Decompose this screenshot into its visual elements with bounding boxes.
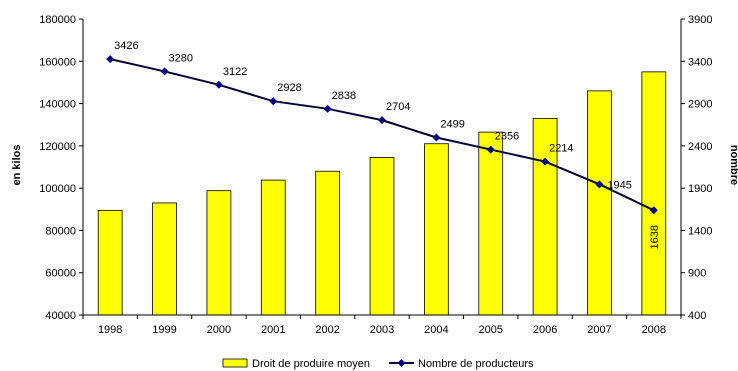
x-tick-label: 2003 xyxy=(370,324,394,336)
left-tick-label: 140000 xyxy=(39,99,76,111)
right-tick-label: 2400 xyxy=(688,141,712,153)
bar-2001 xyxy=(260,179,286,316)
right-tick-label: 1900 xyxy=(688,183,712,195)
bar-2004 xyxy=(423,143,449,316)
legend-line-marker xyxy=(397,359,406,367)
legend-line-label: Nombre de producteurs xyxy=(418,358,534,370)
point-2008 xyxy=(649,206,658,215)
right-tick-label: 1400 xyxy=(688,225,712,237)
right-tick-label: 2900 xyxy=(688,99,712,111)
right-axis-title: nombre xyxy=(728,145,738,185)
left-tick-label: 60000 xyxy=(45,268,76,280)
point-2001 xyxy=(269,97,278,106)
line-series xyxy=(106,55,658,215)
data-label-1998: 3426 xyxy=(114,40,138,52)
left-axis-title: en kilos xyxy=(11,145,23,186)
x-tick-label: 2004 xyxy=(424,324,448,336)
bar-1998 xyxy=(97,209,123,316)
x-tick-label: 1999 xyxy=(152,324,176,336)
legend-bar-label: Droit de produire moyen xyxy=(252,358,370,370)
left-axis-ticks: 40000 60000 80000 100000 120000 140000 160000 1… xyxy=(39,14,83,322)
point-2002 xyxy=(323,104,332,113)
x-tick-label: 2005 xyxy=(478,324,502,336)
point-1998 xyxy=(106,55,115,64)
x-tick-label: 2001 xyxy=(261,324,285,336)
line-data-labels: 3426 3280 3122 2928 2838 2704 2499 2356 2214 1945… xyxy=(114,40,661,249)
x-tick-label: 2000 xyxy=(207,324,231,336)
bar-2003 xyxy=(369,157,395,316)
data-label-2007: 1945 xyxy=(607,179,631,191)
x-axis-ticks: 1998 1999 2000 2001 2002 2003 2004 2005 2006 2007… xyxy=(82,315,682,336)
data-label-2006: 2214 xyxy=(549,143,573,155)
bar-2000 xyxy=(206,190,232,316)
right-tick-label: 3400 xyxy=(688,56,712,68)
x-tick-label: 2006 xyxy=(533,324,557,336)
x-tick-label: 2008 xyxy=(642,324,666,336)
bar-2007 xyxy=(587,90,612,316)
data-label-2004: 2499 xyxy=(440,118,464,130)
data-label-2008: 1638 xyxy=(649,225,661,249)
right-tick-label: 400 xyxy=(688,310,706,322)
left-tick-label: 100000 xyxy=(39,183,76,195)
x-tick-label: 2002 xyxy=(315,324,339,336)
point-2000 xyxy=(214,80,223,89)
legend-bar-swatch xyxy=(222,358,248,368)
bar-2005 xyxy=(478,131,504,316)
data-label-1999: 3280 xyxy=(169,52,193,64)
legend: Droit de produire moyen Nombre de produc… xyxy=(222,358,534,370)
point-1999 xyxy=(160,67,169,76)
x-tick-label: 2007 xyxy=(587,324,611,336)
x-tick-label: 1998 xyxy=(98,324,122,336)
point-2003 xyxy=(378,116,386,125)
point-2004 xyxy=(432,133,441,142)
left-tick-label: 80000 xyxy=(45,225,76,237)
point-2005 xyxy=(486,145,495,154)
right-axis-ticks: 400 900 1400 1900 2400 2900 3400 3900 xyxy=(681,14,712,322)
bar-1999 xyxy=(152,202,177,316)
bar-2008 xyxy=(641,71,667,316)
left-tick-label: 180000 xyxy=(39,14,76,26)
right-tick-label: 900 xyxy=(688,268,706,280)
data-label-2001: 2928 xyxy=(277,82,301,94)
left-tick-label: 120000 xyxy=(39,141,76,153)
bar-2002 xyxy=(315,170,340,316)
point-2007 xyxy=(595,180,604,189)
axes xyxy=(82,19,682,316)
data-label-2000: 3122 xyxy=(223,66,247,78)
right-tick-label: 3900 xyxy=(688,14,712,26)
left-tick-label: 40000 xyxy=(45,310,76,322)
data-label-2002: 2838 xyxy=(332,90,356,102)
data-label-2003: 2704 xyxy=(386,101,410,113)
data-label-2005: 2356 xyxy=(495,131,519,143)
bar-series xyxy=(97,71,667,316)
point-2006 xyxy=(541,157,550,166)
left-tick-label: 160000 xyxy=(39,56,76,68)
